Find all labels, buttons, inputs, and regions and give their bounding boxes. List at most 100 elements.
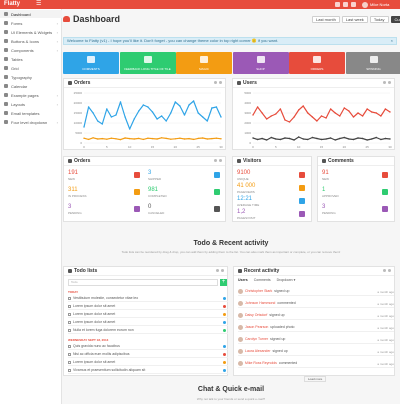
checkbox[interactable] (68, 320, 71, 324)
chevron-right-icon: › (56, 92, 58, 98)
panel-title: Comments (322, 158, 354, 164)
panel-title: Orders (68, 80, 90, 86)
collapse-icon[interactable] (214, 81, 217, 84)
user-menu[interactable]: Mike Norta (362, 1, 389, 8)
checkbox[interactable] (68, 328, 71, 332)
orders-stats-panel: Orders 191 NEW 3 SHIPPED 311 IN PROCESS 981 COM… (63, 156, 226, 222)
range-button[interactable]: Today (369, 16, 389, 23)
sidebar-item[interactable]: Grid (0, 64, 62, 72)
data-point (311, 116, 314, 118)
notifications-icon[interactable] (343, 2, 348, 7)
collapse-icon[interactable] (383, 269, 386, 272)
activity-tab[interactable]: Comments (253, 278, 271, 282)
data-point (133, 118, 135, 120)
menu-icon (4, 93, 8, 97)
data-point (357, 112, 359, 114)
todo-item[interactable]: Nisi ac officia eum mollis adipiscibus (68, 351, 228, 358)
remove-icon[interactable] (219, 81, 222, 84)
load-more-button[interactable]: Load more (304, 376, 327, 382)
tile[interactable]: MAGIC (176, 52, 232, 74)
data-point (288, 121, 291, 123)
avatar (238, 324, 243, 330)
collapse-icon[interactable] (214, 159, 217, 162)
remove-icon[interactable] (388, 81, 391, 84)
sidebar-item[interactable]: Typography (0, 73, 62, 81)
data-point (192, 138, 195, 141)
todo-item[interactable]: Nulla et lorem fuga dolorem eorum non (68, 327, 228, 334)
activity-user[interactable]: Laura Alexander (245, 349, 271, 353)
data-point (297, 109, 300, 111)
messages-icon[interactable] (351, 2, 356, 7)
panel-tools (214, 159, 222, 162)
activity-tab[interactable]: Users (238, 278, 248, 282)
sidebar-item[interactable]: Buttons & Icons › (0, 37, 62, 45)
y-tick-label: 4000 (244, 101, 251, 105)
activity-user[interactable]: Daisy Ortsdorf (245, 313, 268, 317)
todo-item[interactable]: Lorem ipsum dolor sit amet (68, 311, 228, 318)
checkbox[interactable] (68, 312, 71, 316)
sidebar-item[interactable]: Tables (0, 55, 62, 63)
brand-logo[interactable]: Flatty (4, 1, 21, 7)
activity-action: signed up (270, 337, 286, 341)
tile[interactable]: SHOP (232, 52, 289, 74)
activity-action: uploaded photo (270, 325, 295, 329)
remove-icon[interactable] (219, 159, 222, 162)
todo-item[interactable]: Lorem ipsum dolor sit amet (68, 319, 228, 326)
sidebar-item[interactable]: Four level dropdown › (0, 118, 62, 126)
checkbox[interactable] (68, 352, 71, 356)
todo-item[interactable]: Vestibulum molestie, consectetur vitae l… (68, 295, 228, 302)
add-todo-button[interactable]: + (220, 279, 227, 286)
data-point (170, 138, 172, 140)
menu-toggle-icon[interactable]: ☰ (36, 1, 42, 7)
data-point (252, 137, 254, 139)
x-tick-label: 30 (388, 145, 392, 149)
y-tick-label: 5000 (75, 131, 82, 135)
sidebar-item[interactable]: Forms › (0, 19, 62, 27)
collapse-icon[interactable] (383, 81, 386, 84)
sidebar-item[interactable]: Calendar (0, 82, 62, 90)
stat-item: 191 NEW (68, 170, 144, 182)
checkbox[interactable] (68, 296, 71, 300)
theme-color-icon[interactable] (335, 2, 340, 7)
todo-item[interactable]: Vivamus et praesentium sollicitudin aliq… (68, 367, 228, 374)
sidebar-item[interactable]: Email templates (0, 109, 62, 117)
activity-time: a month ago (377, 326, 394, 330)
sidebar-item[interactable]: Dashboard (0, 10, 62, 18)
todo-item[interactable]: Quis gravida nunc ac faucibus (68, 343, 228, 350)
checkbox[interactable] (68, 360, 71, 364)
tile[interactable]: SPINNING (345, 52, 400, 74)
activity-user[interactable]: Johnson Hammond (245, 301, 276, 305)
todo-item[interactable]: Lorem ipsum dolor sit amet (68, 303, 228, 310)
tile[interactable]: ORDERS (289, 52, 345, 74)
collapse-icon[interactable] (216, 269, 219, 272)
sidebar-item[interactable]: Example pages › (0, 91, 62, 99)
data-point (151, 137, 154, 140)
checkbox[interactable] (68, 344, 71, 348)
tile-label: FEEDBACK LONG TITLE OF TILE (124, 67, 171, 71)
todo-item[interactable]: Lorem ipsum dolor sit amet (68, 359, 228, 366)
inbox-icon (68, 159, 72, 163)
sidebar-item[interactable]: UI Elements & Widgets › (0, 28, 62, 36)
activity-user[interactable]: Jason Pearson (245, 325, 269, 329)
remove-icon[interactable] (388, 269, 391, 272)
range-button[interactable]: Custom (390, 16, 400, 23)
checkbox[interactable] (68, 368, 71, 372)
range-button[interactable]: Last week (341, 16, 368, 23)
sidebar-item[interactable]: Layouts › (0, 100, 62, 108)
tile[interactable]: FEEDBACK LONG TITLE OF TILE (119, 52, 176, 74)
remove-icon[interactable] (221, 269, 224, 272)
activity-user[interactable]: Mike Ross Reynolds (245, 361, 277, 365)
activity-user[interactable]: Christopher Stark (245, 289, 273, 293)
todo-section-subtitle: Todo lists can be reordered by drag & dr… (121, 250, 341, 254)
close-icon[interactable]: × (390, 38, 393, 43)
data-point (348, 110, 350, 112)
checkbox[interactable] (68, 304, 71, 308)
range-button[interactable]: Last month (312, 16, 340, 23)
data-point (288, 137, 291, 140)
tile[interactable]: COMMENTS (63, 52, 119, 74)
todo-input[interactable]: Todo (68, 279, 218, 286)
sidebar-item[interactable]: Components › (0, 46, 62, 54)
data-point (156, 118, 158, 120)
activity-user[interactable]: Carolyn Turner (245, 337, 269, 341)
activity-tab[interactable]: Dropdown ▾ (276, 278, 296, 282)
